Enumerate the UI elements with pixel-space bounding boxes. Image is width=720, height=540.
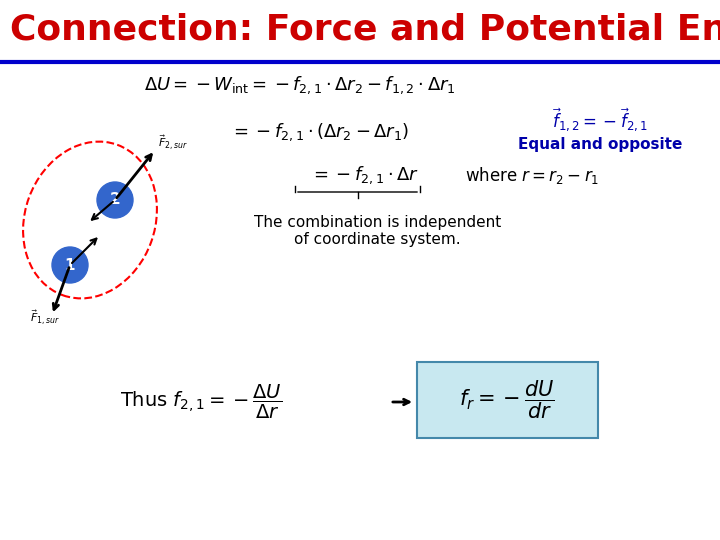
Text: $\vec{F}_{2,\mathit{sur}}$: $\vec{F}_{2,\mathit{sur}}$ bbox=[158, 133, 188, 152]
Text: 1: 1 bbox=[65, 258, 76, 273]
FancyBboxPatch shape bbox=[0, 0, 720, 60]
Text: Thus $f_{2,1} = -\dfrac{\Delta U}{\Delta r}$: Thus $f_{2,1} = -\dfrac{\Delta U}{\Delta… bbox=[120, 383, 282, 421]
Text: 2: 2 bbox=[109, 192, 120, 207]
Text: $\vec{f}_{1,2} = -\vec{f}_{2,1}$: $\vec{f}_{1,2} = -\vec{f}_{2,1}$ bbox=[552, 106, 648, 133]
Circle shape bbox=[52, 247, 88, 283]
Circle shape bbox=[97, 182, 133, 218]
FancyBboxPatch shape bbox=[417, 362, 598, 438]
Text: $f_r = -\dfrac{dU}{dr}$: $f_r = -\dfrac{dU}{dr}$ bbox=[459, 379, 555, 421]
Text: $= -f_{2,1}\cdot(\Delta r_2 - \Delta r_1)$: $= -f_{2,1}\cdot(\Delta r_2 - \Delta r_1… bbox=[230, 121, 410, 143]
Text: Connection: Force and Potential Energy: Connection: Force and Potential Energy bbox=[10, 13, 720, 47]
Text: $\vec{F}_{1,\mathit{sur}}$: $\vec{F}_{1,\mathit{sur}}$ bbox=[30, 308, 60, 327]
Text: $= -f_{2,1}\cdot\Delta r$: $= -f_{2,1}\cdot\Delta r$ bbox=[310, 164, 419, 186]
Text: where $r = r_2 - r_1$: where $r = r_2 - r_1$ bbox=[465, 165, 599, 186]
Text: The combination is independent
of coordinate system.: The combination is independent of coordi… bbox=[254, 215, 501, 247]
Text: Equal and opposite: Equal and opposite bbox=[518, 138, 682, 152]
Text: $\Delta U = -W_{\mathrm{int}} = -f_{2,1}\cdot\Delta r_2 - f_{1,2}\cdot\Delta r_1: $\Delta U = -W_{\mathrm{int}} = -f_{2,1}… bbox=[144, 74, 456, 96]
